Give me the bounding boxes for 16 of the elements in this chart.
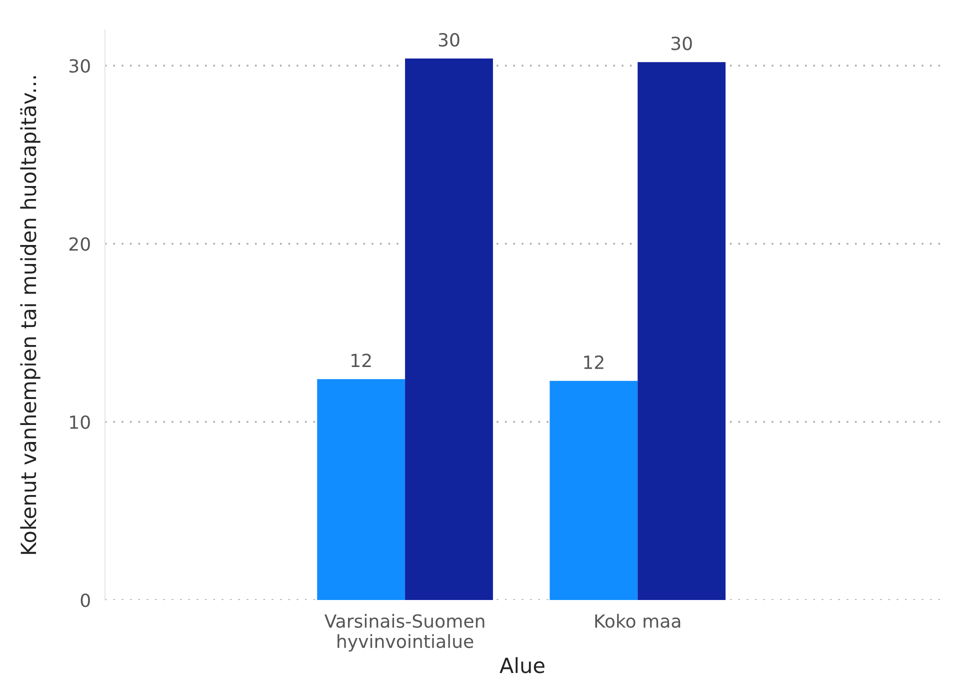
bar	[405, 58, 493, 600]
bar	[638, 62, 726, 600]
bar	[550, 380, 638, 600]
y-tick-label: 10	[70, 415, 90, 429]
x-tick-label: Koko maa	[595, 614, 680, 628]
data-label: 30	[671, 36, 692, 50]
x-tick-label: Varsinais-Suomen hyvinvointialue	[324, 614, 484, 652]
y-tick-label: 0	[80, 593, 90, 608]
y-tick-label: 20	[69, 237, 90, 251]
y-tick-label: 30	[70, 59, 90, 73]
x-axis-title: Alue	[500, 657, 544, 674]
data-label: 12	[352, 354, 371, 368]
data-label: 12	[584, 355, 604, 369]
y-axis-title: Kokenut vanhempien tai muiden huoltapitäv...	[20, 76, 40, 554]
data-label: 30	[438, 33, 460, 47]
bar	[317, 379, 406, 600]
